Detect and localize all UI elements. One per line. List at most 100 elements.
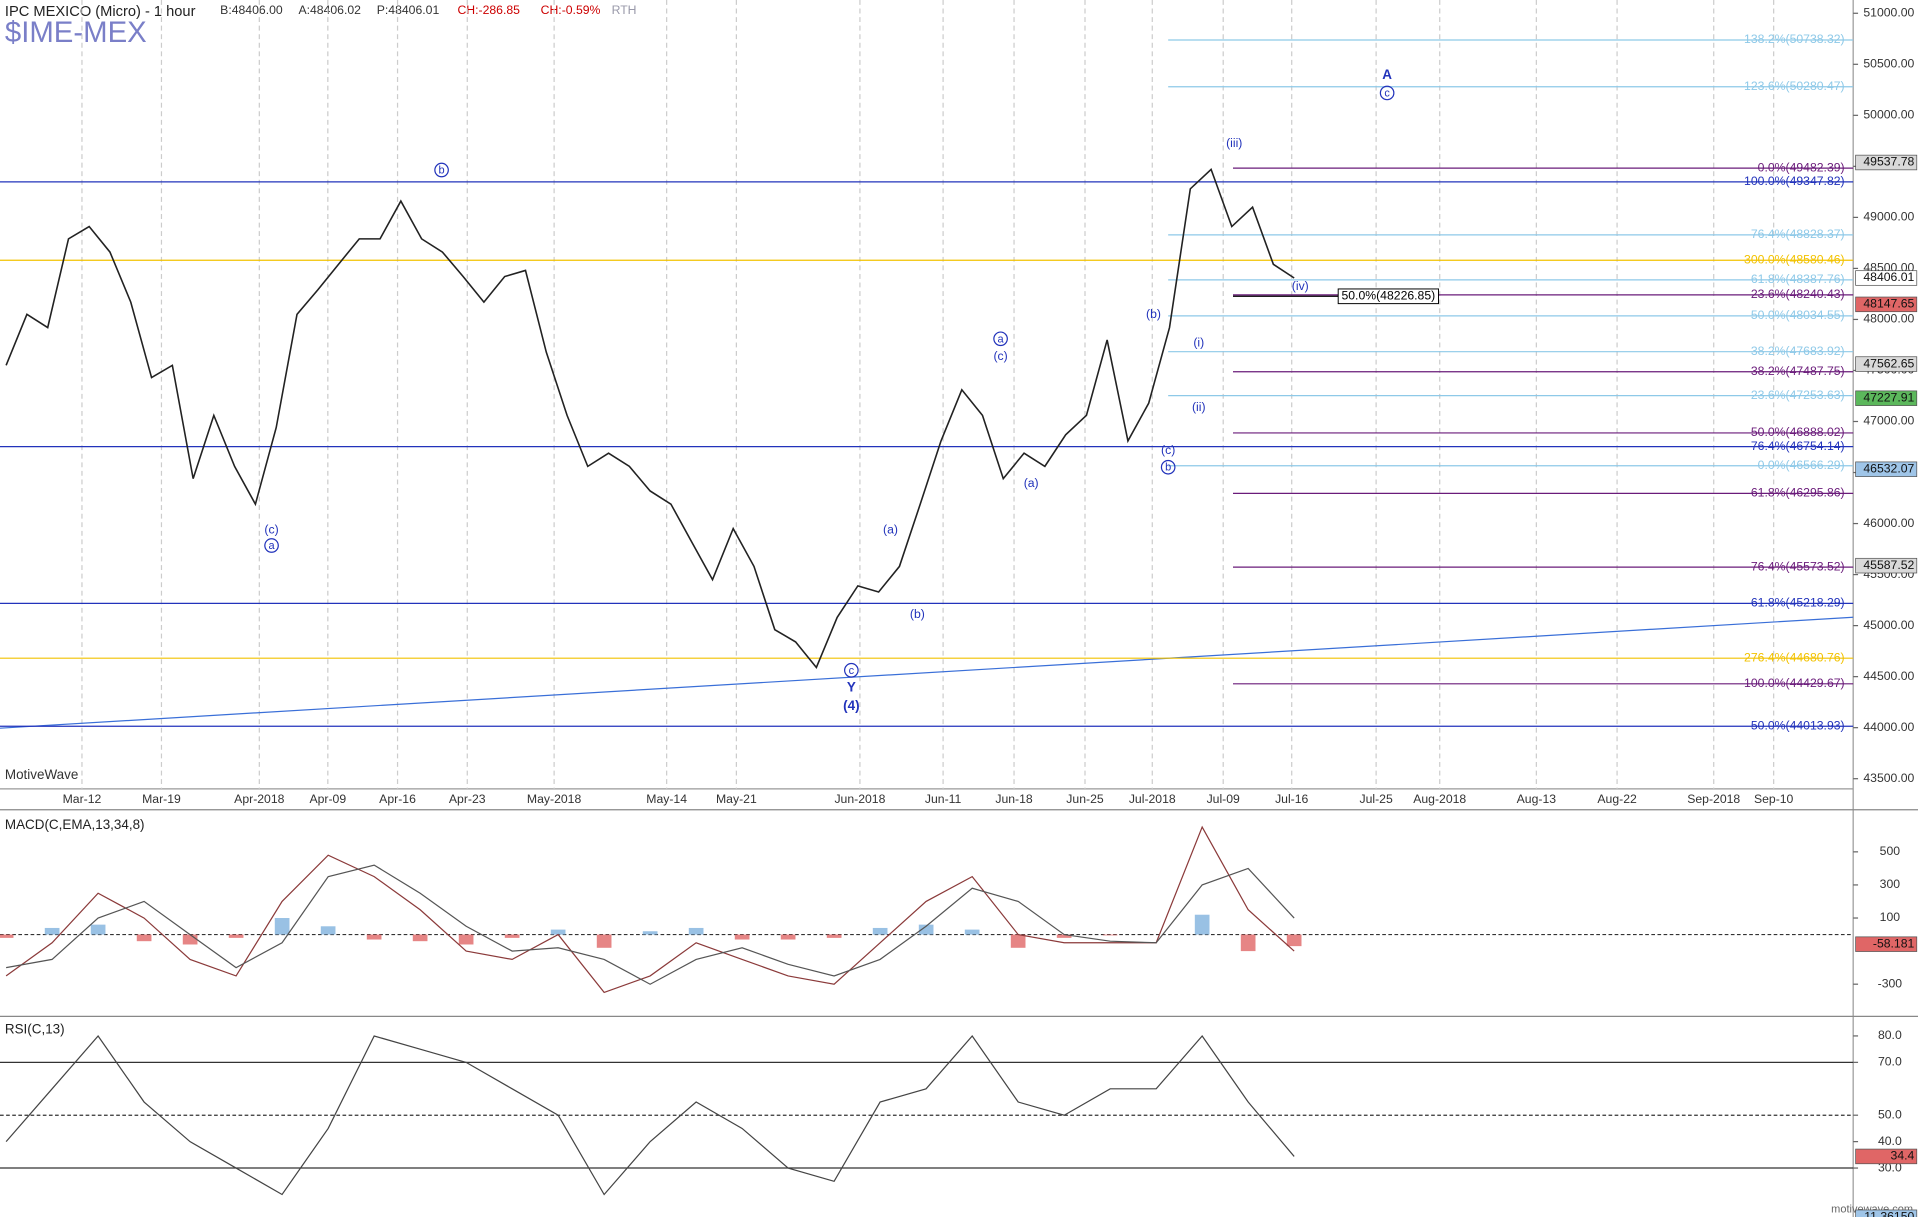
symbol: $IME-MEX	[5, 16, 147, 49]
x-tick-label: Aug-13	[1517, 792, 1557, 806]
histogram-bar	[1010, 934, 1026, 948]
wave-label: (iii)	[1226, 136, 1242, 150]
y-tick-label: 300	[1880, 877, 1901, 891]
price-tag	[1855, 390, 1918, 406]
ask: A:48406.02	[298, 3, 361, 17]
wave-circle	[993, 331, 1008, 347]
y-tick-label: 45000.00	[1863, 618, 1914, 632]
x-tick-label: Aug-22	[1597, 792, 1637, 806]
fib-level-label: 0.0%(49482.39)	[1758, 160, 1845, 174]
panel-title: MACD(C,EMA,13,34,8)	[5, 817, 145, 832]
fib-level-label: 76.4%(48828.37)	[1751, 227, 1845, 241]
histogram-bar	[780, 934, 796, 940]
x-tick-label: Jul-25	[1359, 792, 1392, 806]
annotation-box	[1337, 288, 1439, 305]
price-tag	[1855, 154, 1918, 171]
histogram-bar	[182, 934, 198, 945]
price-tag-label: 49537.78	[1863, 155, 1914, 169]
fib-level-label: 123.6%(50280.47)	[1744, 79, 1845, 93]
price-tag-label: 47562.65	[1863, 356, 1914, 370]
price-tag-label: 46532.07	[1863, 461, 1914, 475]
fib-level-label: 300.0%(48580.46)	[1744, 252, 1845, 266]
y-tick-label: 40.0	[1878, 1134, 1902, 1148]
price-tag-label: 48406.01	[1863, 270, 1914, 284]
fib-level-label: 138.2%(50738.32)	[1744, 32, 1845, 46]
wave-circle	[1379, 85, 1395, 101]
histogram-bar	[688, 927, 704, 935]
fib-level-label: 0.0%(46566.29)	[1758, 458, 1845, 472]
wave-label: b	[1165, 462, 1171, 474]
x-tick-label: Apr-16	[379, 792, 416, 806]
y-tick-label: 44000.00	[1863, 720, 1914, 734]
x-tick-label: Jun-18	[995, 792, 1033, 806]
site: motivewave.com	[1831, 1204, 1913, 1216]
fib-level-label: 61.8%(45218.29)	[1751, 596, 1845, 610]
histogram-bar	[1056, 934, 1072, 938]
change: CH:-286.85	[457, 3, 520, 17]
price-tag	[1855, 936, 1918, 952]
histogram-bar	[1286, 934, 1302, 947]
histogram-bar	[550, 929, 566, 935]
y-tick-label: -300	[1878, 976, 1903, 990]
fib-level-label: 76.4%(45573.52)	[1751, 559, 1845, 573]
fib-level-label: 50.0%(46888.02)	[1751, 425, 1845, 439]
wave-circle	[844, 662, 859, 678]
price-tag-label: 34.4	[1891, 1149, 1915, 1163]
macd-line	[6, 864, 1295, 985]
histogram-bar	[826, 934, 842, 938]
fib-level-label: 23.6%(47253.63)	[1751, 388, 1845, 402]
histogram-bar	[1194, 914, 1210, 935]
wave-circle	[264, 538, 279, 553]
x-tick-label: Jun-25	[1066, 792, 1104, 806]
histogram-bar	[872, 927, 888, 935]
price-tag	[1855, 296, 1918, 313]
fib-level-label: 50.0%(44013.93)	[1751, 718, 1845, 732]
trendline	[0, 616, 1854, 729]
y-tick-label: 50000.00	[1863, 108, 1914, 122]
wave-label: (i)	[1193, 335, 1204, 349]
wave-label: (a)	[1024, 476, 1039, 490]
fib-level-label: 38.2%(47683.92)	[1751, 344, 1845, 358]
fib-level-label: 61.8%(48387.76)	[1751, 272, 1845, 286]
histogram-bar	[320, 926, 336, 935]
x-tick-label: Sep-10	[1754, 792, 1794, 806]
x-tick-label: Sep-2018	[1687, 792, 1740, 806]
histogram-bar	[458, 934, 474, 945]
macd-line	[5, 825, 1295, 994]
wave-label: a	[998, 333, 1005, 345]
price-tag-label: 11.36150	[1864, 1210, 1914, 1217]
session: RTH	[612, 3, 637, 17]
y-tick-label: 50.0	[1878, 1107, 1902, 1121]
x-tick-label: Mar-19	[142, 792, 181, 806]
x-tick-label: Apr-09	[309, 792, 346, 806]
fib-level-label: 23.6%(48240.43)	[1751, 287, 1845, 301]
histogram-bar	[918, 924, 934, 935]
histogram-bar	[1102, 934, 1118, 936]
x-tick-label: Apr-2018	[234, 792, 284, 806]
price-tag	[1855, 356, 1918, 372]
price-tag	[1855, 557, 1918, 574]
x-tick-label: Jul-16	[1275, 792, 1308, 806]
fib-level-label: 50.0%(48034.55)	[1751, 308, 1845, 322]
wave-label: (b)	[1146, 307, 1161, 321]
x-tick-label: Mar-12	[63, 792, 102, 806]
change-pct: CH:-0.59%	[541, 3, 601, 17]
x-tick-label: Aug-2018	[1413, 792, 1466, 806]
wave-label: a	[268, 540, 275, 552]
y-tick-label: 70.0	[1878, 1055, 1902, 1069]
price-tag	[1855, 461, 1918, 477]
price-tag	[1855, 1209, 1918, 1217]
price-tag-label: -58.181	[1873, 936, 1915, 950]
wave-label: (a)	[883, 522, 898, 536]
x-tick-label: Jul-09	[1207, 792, 1240, 806]
fib-level-label: 38.2%(47487.75)	[1751, 364, 1845, 378]
y-tick-label: 80.0	[1878, 1028, 1902, 1042]
wave-label: (4)	[843, 698, 859, 713]
x-tick-label: May-2018	[527, 792, 582, 806]
annotation-label: 50.0%(48226.85)	[1341, 289, 1435, 303]
histogram-bar	[0, 934, 14, 938]
fib-level-label: 100.0%(44429.67)	[1744, 676, 1845, 690]
fib-level-label: 100.0%(49347.82)	[1744, 174, 1845, 188]
wave-label: c	[849, 665, 855, 677]
